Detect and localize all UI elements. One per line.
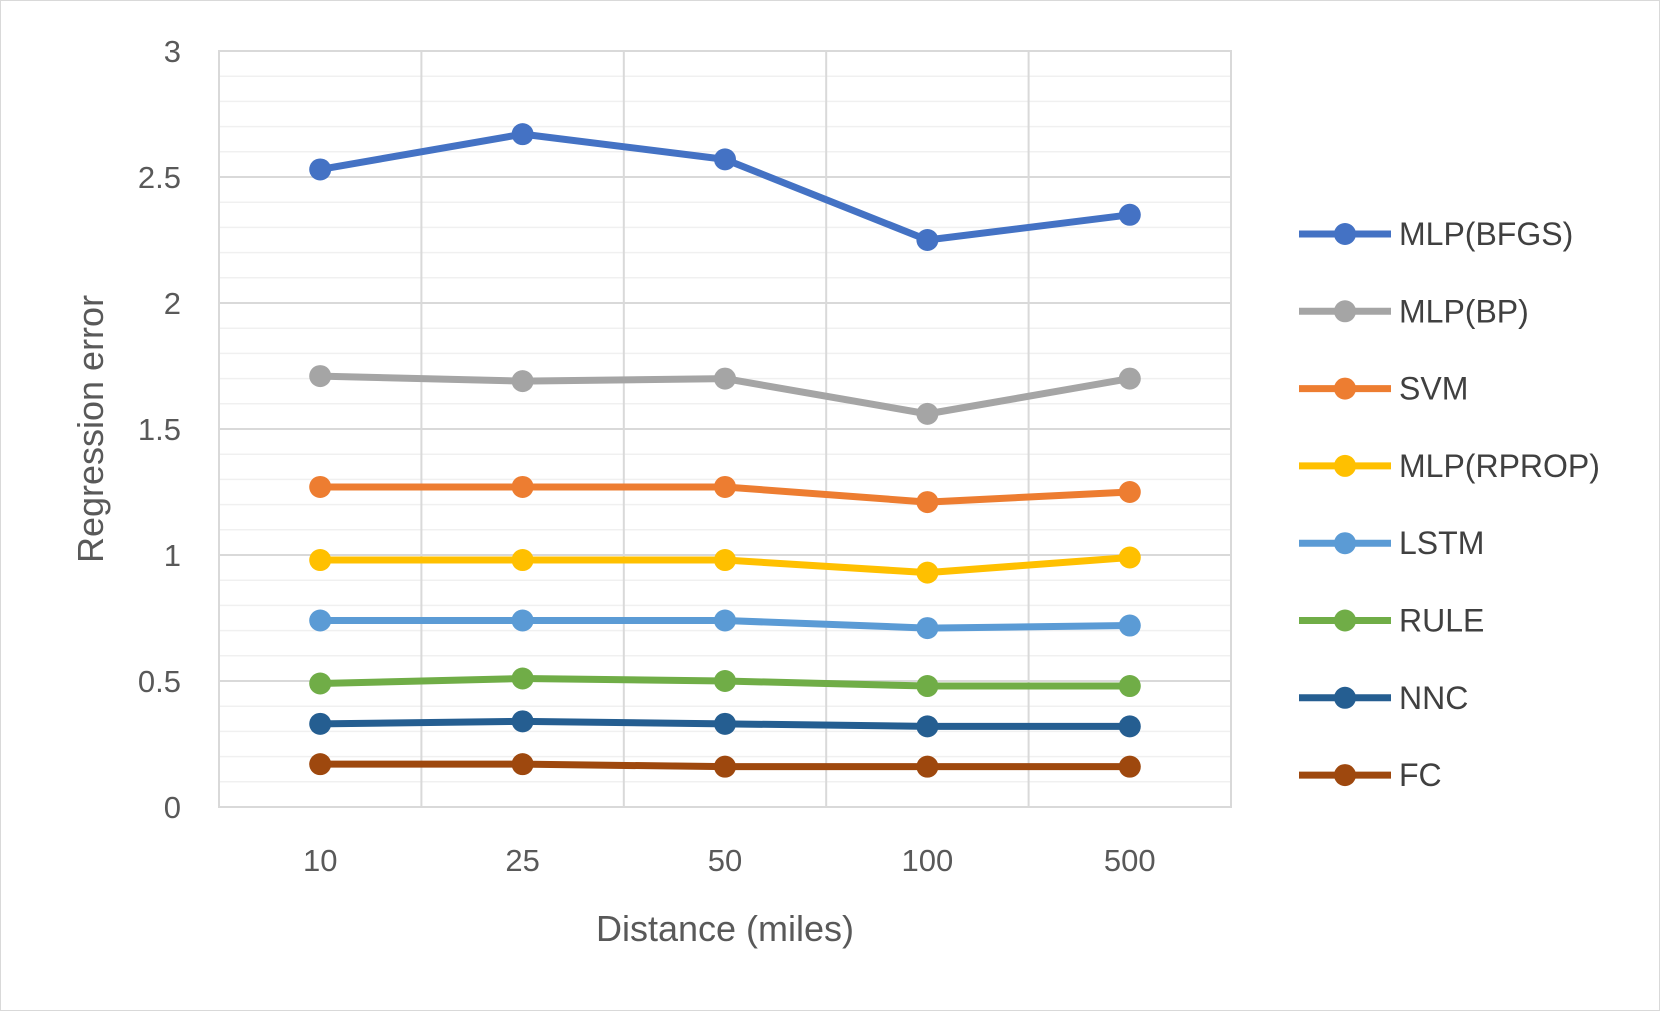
data-point [309,365,332,388]
y-tick-label: 2.5 [138,160,181,195]
x-tick-label: 25 [505,843,539,878]
data-point [714,609,736,632]
series-mlp-bfgs- [309,123,1141,251]
legend-label: MLP(BP) [1399,293,1529,329]
y-tick-label: 3 [164,34,181,69]
data-point [916,491,939,514]
legend-label: LSTM [1399,525,1484,561]
data-point [1118,546,1141,569]
data-point [309,672,332,695]
data-point [916,402,939,425]
data-point [714,712,736,735]
legend-label: MLP(BFGS) [1399,216,1573,252]
series-svm [309,475,1141,514]
data-point [309,549,332,572]
y-tick-label: 2 [164,286,181,321]
x-tick-label: 100 [902,843,954,878]
legend-marker [1334,223,1356,245]
data-point [511,475,534,498]
legend-item: SVM [1299,371,1468,407]
legend-label: RULE [1399,603,1484,639]
legend-marker [1334,686,1356,709]
x-tick-label: 500 [1104,843,1156,878]
data-point [714,670,736,692]
legend-item: MLP(BFGS) [1299,216,1573,252]
legend-item: MLP(BP) [1299,293,1529,329]
legend-item: LSTM [1299,525,1484,561]
legend-marker [1334,377,1356,400]
data-point [714,148,736,171]
series-mlp-rprop- [309,546,1141,584]
series-lstm [309,609,1141,640]
data-point [916,755,939,778]
legend-item: FC [1299,757,1442,793]
legend-marker [1334,454,1356,477]
data-point [1118,203,1141,226]
y-tick-label: 0.5 [138,664,181,699]
data-point [1118,614,1141,637]
y-tick-label: 1.5 [138,412,181,447]
legend-label: MLP(RPROP) [1399,448,1600,484]
series-mlp-bp- [309,365,1141,425]
legend-label: SVM [1399,371,1468,407]
legend-marker [1334,532,1356,555]
data-point [309,158,332,181]
legend-item: RULE [1299,603,1484,639]
legend-item: MLP(RPROP) [1299,448,1600,484]
legend-label: FC [1399,757,1442,793]
x-tick-label: 10 [303,843,337,878]
data-point [511,667,534,690]
data-point [714,755,736,778]
legend: MLP(BFGS) MLP(BP) SVM MLP(RPROP) LSTM RULE NNC… [1299,216,1600,793]
data-point [1118,481,1141,503]
legend-marker [1334,300,1356,323]
y-tick-label: 0 [164,790,181,825]
data-point [916,715,939,738]
series-fc [309,753,1141,778]
data-point [916,675,939,698]
data-point [916,229,939,251]
data-point [1118,755,1141,778]
data-point [309,609,332,632]
data-point [511,370,534,393]
series-nnc [309,710,1141,738]
plot-area-border [218,50,1232,808]
y-tick-label: 1 [164,538,181,573]
legend-label: NNC [1399,680,1468,716]
data-point [1118,367,1141,390]
legend-item: NNC [1299,680,1468,716]
data-point [511,123,534,146]
data-point [714,367,736,390]
series-layer [309,123,1141,778]
x-axis-title: Distance (miles) [596,908,854,949]
data-point [309,475,332,498]
data-point [916,617,939,640]
data-point [1118,675,1141,698]
data-point [714,475,736,498]
y-axis-title: Regression error [70,295,111,563]
data-point [511,710,534,733]
legend-marker [1334,609,1356,632]
x-tick-label: 50 [708,843,742,878]
data-point [511,609,534,632]
x-axis-tick-labels: 10 25 50 100 500 [303,843,1156,878]
legend-marker [1334,764,1356,787]
data-point [309,712,332,735]
data-point [511,753,534,776]
series-rule [309,667,1141,698]
data-point [309,753,332,776]
data-point [714,549,736,572]
data-point [916,561,939,584]
data-point [1118,715,1141,738]
y-axis-tick-labels: 0 0.5 1 1.5 2 2.5 3 [138,34,181,825]
data-point [511,549,534,572]
